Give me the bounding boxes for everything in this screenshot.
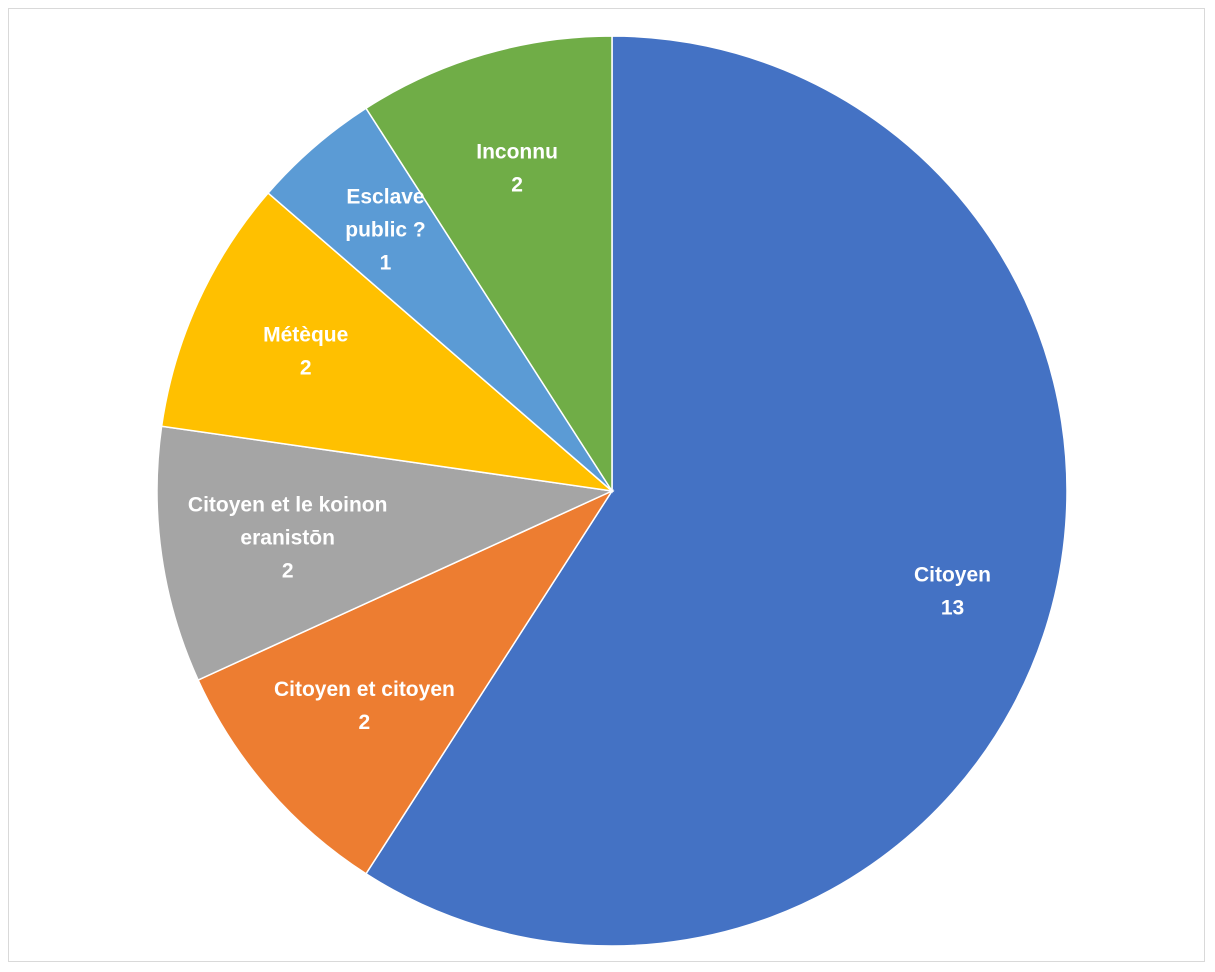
- slice-label-2: Citoyen et le koinon eranistōn 2: [188, 494, 388, 583]
- slice-label-line: 1: [380, 252, 392, 275]
- pie-slice-1: [197, 489, 615, 875]
- slice-label-line: Citoyen et le koinon: [188, 494, 388, 517]
- slice-label-4: Esclave public ? 1: [345, 186, 426, 275]
- slice-label-line: Esclave: [346, 186, 424, 209]
- slice-label-line: Citoyen et citoyen: [274, 678, 455, 701]
- pie-slice-2: [156, 425, 615, 682]
- slice-label-line: eranistōn: [240, 527, 335, 550]
- slice-label-line: public ?: [345, 219, 426, 242]
- slice-label-3: Métèque 2: [263, 324, 348, 380]
- slice-label-line: 13: [941, 597, 964, 620]
- slice-label-1: Citoyen et citoyen 2: [274, 678, 455, 734]
- slice-label-5: Inconnu 2: [476, 140, 558, 196]
- pie-slice-0: [364, 35, 1068, 947]
- slice-label-line: 2: [300, 357, 312, 380]
- slice-label-line: 2: [359, 711, 371, 734]
- slice-label-line: 2: [282, 560, 294, 583]
- slice-label-line: 2: [511, 173, 523, 196]
- slice-label-0: Citoyen 13: [914, 564, 991, 620]
- pie-slices: [156, 35, 1068, 947]
- pie-slice-5: [364, 35, 613, 494]
- slice-label-line: Métèque: [263, 324, 348, 347]
- pie-slice-3: [160, 191, 615, 493]
- slice-label-line: Citoyen: [914, 564, 991, 587]
- slice-label-line: Inconnu: [476, 140, 558, 163]
